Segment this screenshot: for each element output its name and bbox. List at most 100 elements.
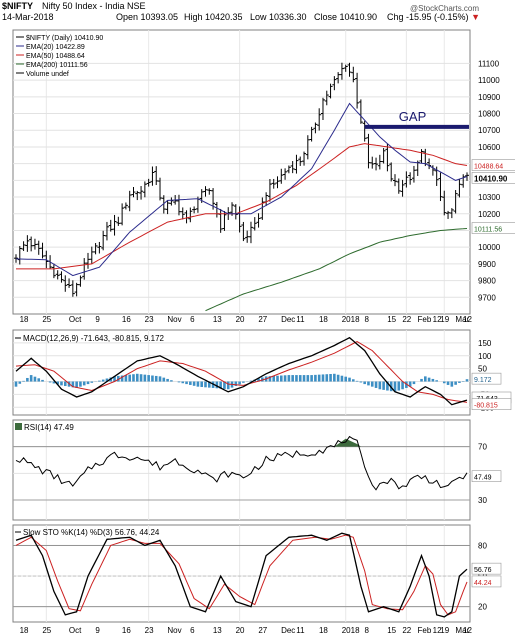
macd-histogram-bar bbox=[151, 375, 154, 382]
x-axis-label: 18 bbox=[20, 315, 29, 324]
x-axis-label: Dec bbox=[281, 315, 295, 324]
x-axis-label: 18 bbox=[319, 626, 328, 635]
change-value: Chg -15.95 (-0.15%) ▼ bbox=[387, 12, 480, 22]
y-tick-label-price: 11100 bbox=[478, 59, 500, 68]
macd-histogram-bar bbox=[79, 381, 82, 387]
legend-entry: EMA(200) 10111.56 bbox=[26, 62, 88, 69]
macd-histogram-bar bbox=[132, 374, 135, 382]
macd-histogram-bar bbox=[352, 379, 355, 382]
x-axis-label: 25 bbox=[42, 315, 51, 324]
macd-histogram-bar bbox=[291, 375, 294, 382]
macd-histogram-bar bbox=[412, 381, 416, 385]
macd-histogram-bar bbox=[446, 381, 450, 385]
macd-histogram-bar bbox=[128, 374, 131, 382]
macd-histogram-bar bbox=[465, 379, 469, 382]
macd-histogram-bar bbox=[435, 380, 438, 382]
macd-histogram-bar bbox=[317, 374, 321, 382]
macd-histogram-bar bbox=[374, 381, 378, 388]
x-axis-label: 11 bbox=[296, 315, 305, 324]
macd-histogram-bar bbox=[63, 381, 67, 387]
macd-histogram-bar bbox=[86, 381, 90, 385]
y-tick-label-macd: 50 bbox=[478, 365, 487, 374]
macd-histogram-bar bbox=[215, 381, 219, 389]
macd-histogram-bar bbox=[279, 375, 283, 382]
macd-histogram-bar bbox=[340, 375, 344, 382]
macd-histogram-bar bbox=[420, 378, 423, 382]
macd-histogram-bar bbox=[367, 381, 370, 386]
date-label: 14-Mar-2018 bbox=[2, 12, 54, 22]
macd-histogram-bar bbox=[219, 381, 222, 389]
macd-histogram-bar bbox=[143, 374, 147, 382]
sto-k-line bbox=[15, 532, 468, 618]
macd-histogram-bar bbox=[139, 374, 143, 382]
price-tag-close: 10410.90 bbox=[474, 174, 508, 183]
price-tag-ema200: 10111.56 bbox=[474, 227, 502, 234]
y-tick-label-price: 10700 bbox=[478, 126, 501, 135]
x-axis-label: 8 bbox=[364, 626, 369, 635]
x-axis-label: 16 bbox=[122, 626, 131, 635]
close-value: Close 10410.90 bbox=[314, 12, 378, 22]
macd-tag-signal: -80.815 bbox=[474, 403, 498, 410]
x-axis-label: 13 bbox=[213, 626, 222, 635]
macd-histogram-bar bbox=[105, 378, 109, 382]
rsi-line bbox=[15, 435, 468, 491]
price-panel-frame bbox=[12, 29, 471, 315]
macd-histogram-bar bbox=[75, 381, 78, 388]
y-tick-label-price: 11000 bbox=[478, 76, 500, 85]
macd-histogram-bar bbox=[41, 379, 44, 382]
macd-histogram-bar bbox=[82, 381, 86, 386]
macd-histogram-bar bbox=[370, 381, 374, 387]
y-tick-label-sto: 80 bbox=[478, 541, 487, 550]
x-axis-label: 9 bbox=[95, 626, 100, 635]
symbol-label: $NIFTY bbox=[2, 1, 34, 11]
macd-histogram-bar bbox=[170, 380, 173, 382]
x-axis-label: 2018 bbox=[342, 626, 360, 635]
macd-histogram-bar bbox=[333, 373, 336, 382]
macd-histogram-bar bbox=[306, 375, 310, 382]
macd-histogram-bar bbox=[298, 375, 302, 382]
macd-panel-frame bbox=[12, 329, 471, 416]
x-axis-label: 23 bbox=[145, 626, 154, 635]
y-tick-label-price: 10200 bbox=[478, 210, 501, 219]
x-axis-label: Mar bbox=[455, 626, 469, 635]
x-axis-label: 6 bbox=[190, 626, 195, 635]
y-tick-label-sto: 20 bbox=[478, 603, 487, 612]
macd-histogram-bar bbox=[223, 381, 226, 389]
macd-histogram-bar bbox=[329, 374, 332, 382]
macd-histogram-bar bbox=[177, 381, 181, 383]
macd-histogram-bar bbox=[454, 381, 457, 385]
macd-histogram-bar bbox=[276, 375, 279, 382]
sto-tag-k-box bbox=[471, 562, 502, 575]
x-axis-label: 25 bbox=[42, 626, 51, 635]
y-tick-label-rsi: 70 bbox=[478, 443, 487, 452]
x-axis-label: 27 bbox=[258, 626, 267, 635]
macd-histogram-bar bbox=[355, 380, 359, 382]
macd-histogram-bar bbox=[249, 380, 253, 382]
x-axis-label: 15 bbox=[387, 626, 396, 635]
index-name: Nifty 50 Index - India NSE bbox=[42, 1, 146, 11]
macd-histogram-bar bbox=[226, 381, 230, 390]
x-axis-label: 18 bbox=[20, 626, 29, 635]
macd-histogram-bar bbox=[314, 374, 317, 382]
price-tag-ema50: 10488.64 bbox=[474, 164, 503, 171]
macd-histogram-bar bbox=[135, 373, 139, 382]
macd-histogram-bar bbox=[124, 375, 128, 382]
macd-histogram-bar bbox=[397, 381, 401, 391]
macd-histogram-bar bbox=[382, 381, 385, 390]
ema50-line bbox=[16, 143, 468, 270]
y-tick-label-price: 10300 bbox=[478, 193, 501, 202]
macd-tag-hist: 9.172 bbox=[474, 377, 492, 384]
sto-tag-k: 56.76 bbox=[474, 567, 492, 574]
macd-histogram-bar bbox=[427, 377, 431, 382]
macd-histogram-bar bbox=[192, 381, 196, 386]
open-value: Open 10393.05 bbox=[116, 12, 179, 22]
x-axis-label: 9 bbox=[95, 315, 100, 324]
macd-histogram-bar bbox=[336, 374, 340, 382]
macd-tag-hist-box bbox=[471, 372, 502, 385]
macd-histogram-bar bbox=[310, 375, 313, 382]
macd-histogram-bar bbox=[147, 375, 150, 382]
macd-histogram-bar bbox=[14, 381, 18, 387]
rsi-legend-swatch bbox=[15, 423, 22, 430]
macd-histogram-bar bbox=[48, 381, 52, 383]
